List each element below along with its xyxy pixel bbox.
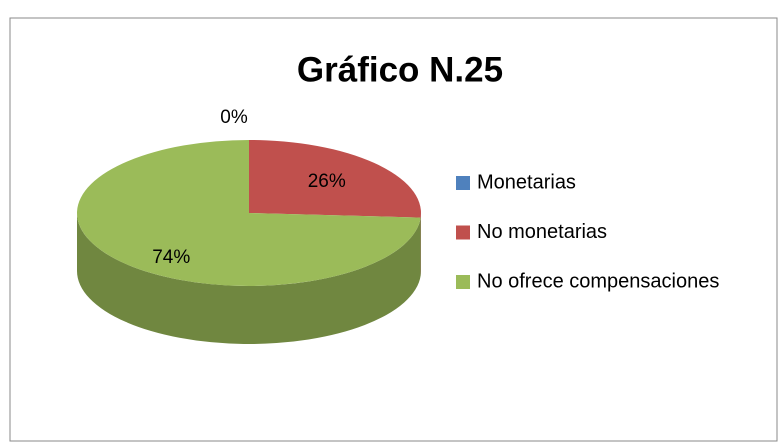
slice: [249, 140, 421, 218]
legend-label: No ofrece compensaciones: [477, 270, 719, 292]
slice: [76, 140, 421, 287]
data-label: 74%: [152, 247, 190, 268]
data-label: 0%: [220, 107, 248, 128]
chart-title: Gráfico N.25: [297, 50, 503, 89]
legend-swatch: [456, 176, 470, 190]
legend-label: No monetarias: [477, 221, 607, 243]
data-label: 26%: [308, 171, 346, 192]
legend-swatch: [456, 275, 470, 289]
legend-swatch: [456, 225, 470, 240]
slice-side: [77, 213, 421, 344]
legend-label: Monetarias: [477, 171, 576, 193]
